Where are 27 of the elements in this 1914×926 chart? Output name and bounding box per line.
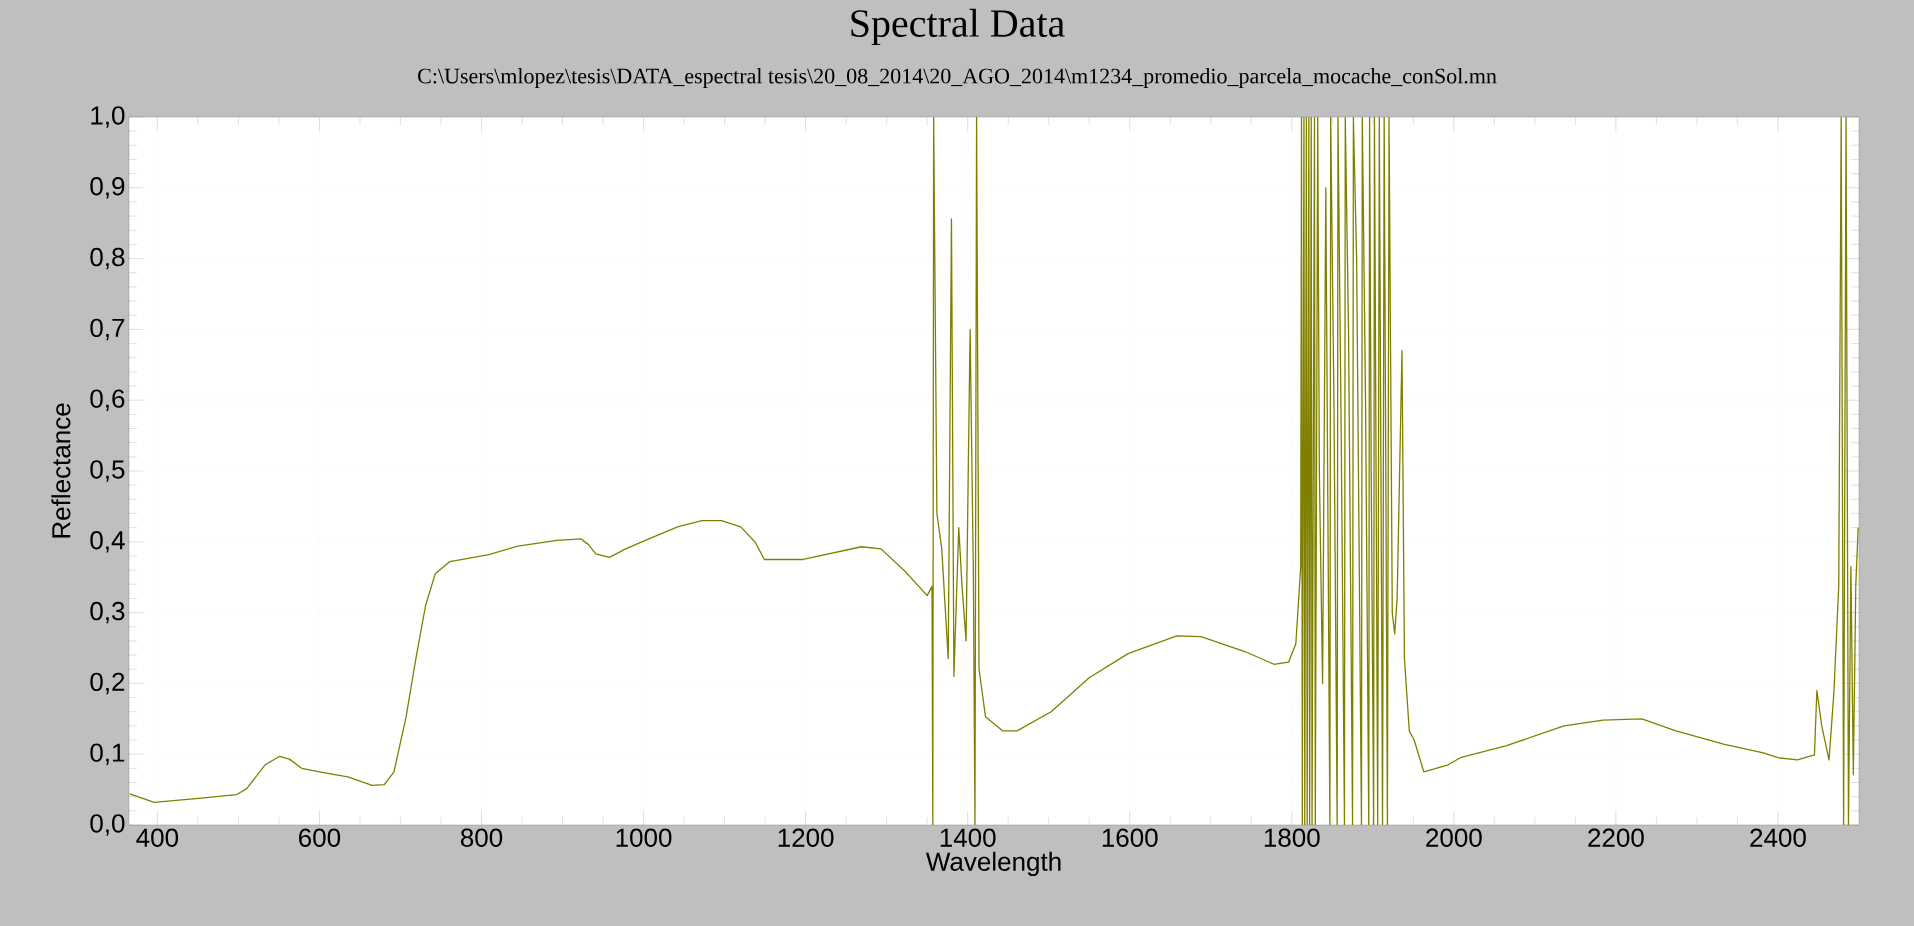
x-tick-label: 1400 [940,828,996,847]
x-tick-label: 1000 [616,828,672,847]
chart-subtitle: C:\Users\mlopez\tesis\DATA_espectral tesis\20_08_2014\20_AGO_2014\m1234_promedio_parcela_mocache_conSol.mn [418,68,1497,88]
y-tick-label: 0,0 [90,814,125,836]
y-axis-title: Reflectance [51,403,71,538]
y-tick-label: 0,1 [90,743,125,765]
x-axis-title: Wavelength [925,851,1061,877]
x-tick-label: 1600 [1102,828,1158,847]
y-tick-label: 0,8 [90,247,125,270]
y-tick-label: 0,7 [90,318,125,341]
x-tick-label: 2400 [1750,828,1806,847]
y-tick-label: 0,3 [90,601,125,624]
y-tick-label: 0,5 [90,460,125,482]
x-tick-label: 1200 [778,828,834,847]
x-tick-label: 800 [460,828,503,847]
y-tick-label: 0,4 [90,531,125,553]
x-tick-label: 2000 [1426,828,1482,847]
x-tick-label: 1800 [1264,828,1320,847]
chart-title: Spectral Data [851,8,1065,46]
line-series [129,116,1859,825]
y-tick-label: 0,9 [90,177,125,199]
y-tick-label: 1,0 [91,106,125,128]
y-tick-label: 0,6 [90,389,125,411]
x-tick-label: 600 [299,828,341,847]
x-tick-label: 2200 [1588,828,1644,847]
x-tick-label: 400 [136,828,179,847]
y-tick-label: 0,2 [90,672,125,695]
